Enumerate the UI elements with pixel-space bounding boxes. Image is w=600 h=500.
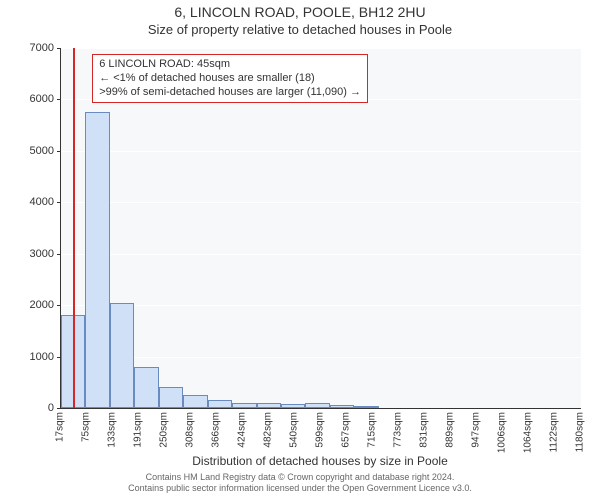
ytick-mark — [57, 48, 61, 49]
xtick-label: 133sqm — [107, 412, 118, 448]
footer-line2: Contains public sector information licen… — [0, 483, 600, 494]
subtitle: Size of property relative to detached ho… — [0, 20, 600, 37]
xtick-label: 831sqm — [419, 412, 430, 448]
xtick-label: 1122sqm — [549, 412, 560, 452]
gridline — [61, 357, 581, 358]
histogram-bar — [110, 303, 134, 408]
legend-box: 6 LINCOLN ROAD: 45sqm← <1% of detached h… — [92, 54, 368, 103]
ytick-mark — [57, 151, 61, 152]
histogram-bar — [305, 403, 329, 408]
xtick-label: 482sqm — [263, 412, 274, 448]
ytick-label: 0 — [14, 402, 54, 414]
ytick-mark — [57, 408, 61, 409]
legend-line2: ← <1% of detached houses are smaller (18… — [99, 72, 361, 86]
ytick-label: 2000 — [14, 299, 54, 311]
legend-line3: >99% of semi-detached houses are larger … — [99, 86, 361, 100]
xtick-label: 773sqm — [393, 412, 404, 448]
histogram-bar — [85, 112, 109, 408]
legend-line1: 6 LINCOLN ROAD: 45sqm — [99, 58, 361, 72]
xtick-label: 715sqm — [367, 412, 378, 448]
xtick-label: 540sqm — [289, 412, 300, 448]
histogram-bar — [257, 403, 281, 408]
x-axis-label: Distribution of detached houses by size … — [60, 454, 580, 468]
xtick-label: 191sqm — [133, 412, 144, 448]
xtick-label: 366sqm — [211, 412, 222, 448]
xtick-label: 1006sqm — [497, 412, 508, 453]
xtick-label: 75sqm — [81, 412, 92, 442]
histogram-bar — [208, 400, 232, 408]
xtick-label: 308sqm — [185, 412, 196, 448]
ytick-mark — [57, 99, 61, 100]
address-title: 6, LINCOLN ROAD, POOLE, BH12 2HU — [0, 0, 600, 20]
gridline — [61, 151, 581, 152]
xtick-label: 657sqm — [341, 412, 352, 448]
histogram-bar — [134, 367, 158, 408]
ytick-label: 7000 — [14, 42, 54, 54]
plot-area: 6 LINCOLN ROAD: 45sqm← <1% of detached h… — [60, 48, 581, 409]
xtick-label: 1064sqm — [523, 412, 534, 453]
ytick-label: 5000 — [14, 145, 54, 157]
footer-line1: Contains HM Land Registry data © Crown c… — [0, 472, 600, 483]
plot-outer: Number of detached properties 6 LINCOLN … — [60, 48, 580, 408]
histogram-bar — [281, 404, 305, 408]
gridline — [61, 202, 581, 203]
ytick-label: 3000 — [14, 248, 54, 260]
ytick-label: 6000 — [14, 93, 54, 105]
histogram-bar — [354, 406, 378, 408]
gridline — [61, 48, 581, 49]
xtick-label: 250sqm — [159, 412, 170, 448]
xtick-label: 1180sqm — [575, 412, 586, 452]
histogram-bar — [330, 405, 354, 408]
property-marker-line — [73, 48, 75, 408]
histogram-bar — [232, 403, 256, 408]
ytick-mark — [57, 305, 61, 306]
chart-container: 6, LINCOLN ROAD, POOLE, BH12 2HU Size of… — [0, 0, 600, 500]
gridline — [61, 254, 581, 255]
xtick-label: 947sqm — [471, 412, 482, 448]
xtick-label: 424sqm — [237, 412, 248, 448]
histogram-bar — [183, 395, 207, 408]
ytick-mark — [57, 254, 61, 255]
xtick-label: 17sqm — [55, 412, 66, 442]
ytick-mark — [57, 202, 61, 203]
ytick-label: 1000 — [14, 351, 54, 363]
gridline — [61, 305, 581, 306]
xtick-label: 599sqm — [315, 412, 326, 448]
xtick-label: 889sqm — [445, 412, 456, 448]
histogram-bar — [159, 387, 183, 408]
footer: Contains HM Land Registry data © Crown c… — [0, 472, 600, 494]
ytick-label: 4000 — [14, 196, 54, 208]
